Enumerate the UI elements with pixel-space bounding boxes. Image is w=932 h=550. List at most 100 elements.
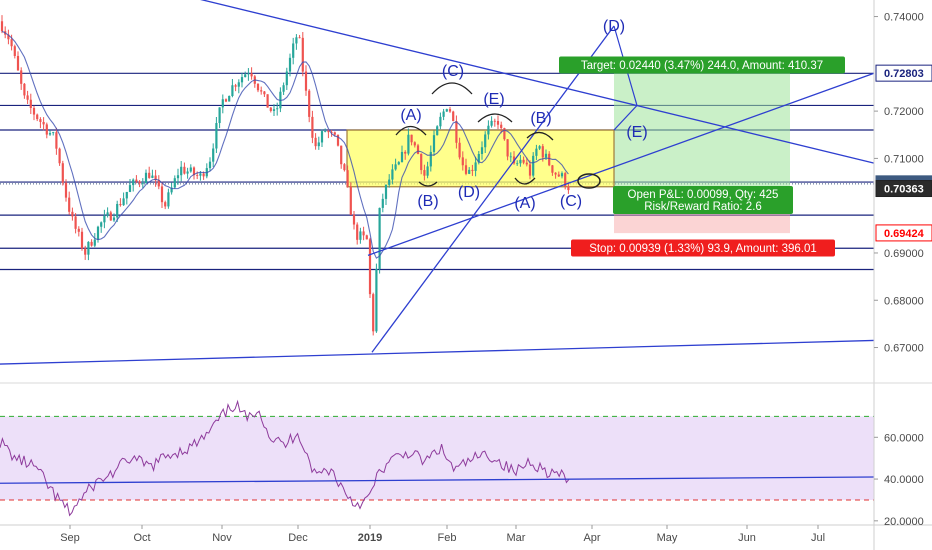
candle-body <box>320 131 324 143</box>
wave-arc <box>395 125 427 136</box>
price-tick-label: 0.68000 <box>884 295 924 307</box>
candle-body <box>378 207 381 269</box>
candle-body <box>228 96 231 102</box>
candle-body <box>324 131 327 132</box>
candle-body <box>148 172 151 178</box>
candle-body <box>260 90 263 92</box>
candle-body <box>346 170 349 187</box>
candle-body <box>308 90 311 117</box>
candle-body <box>384 184 388 199</box>
candle-body <box>349 186 352 215</box>
candle-body <box>160 186 164 203</box>
consolidation-rectangle[interactable] <box>346 129 615 188</box>
open-pl-label-text: Risk/Reward Ratio: 2.6 <box>644 201 762 213</box>
candle-body <box>327 131 330 133</box>
candle-body <box>234 85 237 87</box>
candle-body <box>276 108 279 110</box>
rsi-tick-label: 60.0000 <box>884 432 924 444</box>
wave-arc <box>477 113 513 123</box>
candle-body <box>45 124 48 135</box>
candle-body <box>535 148 538 156</box>
candle-body <box>407 134 410 154</box>
time-tick-label: Apr <box>583 532 600 544</box>
price-label-bg <box>875 64 932 82</box>
rsi-axis[interactable]: 60.0000 40.0000 20.0000 <box>874 432 924 528</box>
candle-body <box>266 94 269 108</box>
triangle-rectangle[interactable] <box>346 129 615 188</box>
candle-body <box>192 167 196 176</box>
candle-body <box>13 46 16 56</box>
time-tick-label: 2019 <box>358 532 382 544</box>
candle-body <box>525 162 528 165</box>
candle-body <box>106 212 109 216</box>
candle-body <box>189 167 192 172</box>
price-axis[interactable]: 0.74000 0.72000 0.71000 0.69000 0.68000 0.670… <box>874 12 932 355</box>
rsi-tick-label: 40.0000 <box>884 474 924 486</box>
candle-body <box>554 172 557 175</box>
candle-body <box>90 241 93 246</box>
candle-body <box>496 120 500 125</box>
candle-body <box>490 120 493 126</box>
candle-body <box>477 154 480 163</box>
candle-body <box>368 239 372 295</box>
candle-body <box>410 134 413 143</box>
price-tick-label: 0.69000 <box>884 248 924 260</box>
price-label-text: 0.72803 <box>884 68 924 80</box>
candle-body <box>356 224 359 240</box>
candle-body <box>362 231 365 236</box>
candle-body <box>468 169 471 174</box>
candle-body <box>16 55 20 71</box>
candle-body <box>311 116 314 138</box>
candle-body <box>80 231 84 249</box>
price-label[interactable]: 0.70363 <box>875 180 932 198</box>
profit-zone[interactable] <box>614 73 790 190</box>
candle-body <box>461 157 464 166</box>
trendline[interactable] <box>371 25 615 353</box>
candle-body <box>29 99 32 109</box>
trendlines[interactable] <box>0 0 875 365</box>
candle-body <box>423 170 426 176</box>
candles <box>0 15 570 336</box>
candle-body <box>509 156 512 158</box>
candle-body <box>26 95 29 100</box>
wave-label: (B) <box>417 193 438 210</box>
candle-body <box>400 151 404 163</box>
candle-body <box>84 248 87 255</box>
price-label[interactable]: 0.69424 <box>875 224 932 242</box>
time-tick-label: Nov <box>212 532 232 544</box>
wave-annotations[interactable]: (A) (B) (C) (D) (E) (A) (B) (C) (D) (E) <box>395 18 648 212</box>
candle-body <box>10 39 13 47</box>
candle-body <box>244 74 247 78</box>
candle-body <box>87 241 90 255</box>
time-axis[interactable]: Sep Oct Nov Dec 2019 Feb Mar Apr May Jun Jul <box>60 525 825 544</box>
time-tick-label: Dec <box>288 532 308 544</box>
position-boxes[interactable]: Target: 0.02440 (3.47%) 244.0, Amount: 4… <box>559 56 845 257</box>
candle-body <box>20 70 23 84</box>
candle-body <box>157 180 160 187</box>
candle-body <box>58 148 61 164</box>
price-label[interactable]: 0.72803 <box>875 64 932 82</box>
trendline[interactable] <box>367 72 875 256</box>
trendline[interactable] <box>0 339 875 365</box>
price-tick-label: 0.74000 <box>884 12 924 24</box>
candle-body <box>445 109 448 112</box>
trendline[interactable] <box>125 0 875 164</box>
candle-body <box>301 37 304 72</box>
price-label-text: 0.69424 <box>884 228 925 240</box>
projected-wave-path[interactable] <box>613 25 638 131</box>
candle-body <box>128 185 132 192</box>
candle-body <box>263 91 266 95</box>
candle-body <box>541 146 544 158</box>
candle-body <box>557 174 560 177</box>
wave-label: (C) <box>442 63 464 80</box>
candle-body <box>564 173 567 187</box>
candle-body <box>7 34 10 40</box>
candle-body <box>480 147 484 155</box>
candle-body <box>484 134 487 148</box>
stop-label[interactable]: Stop: 0.00939 (1.33%) 93.9, Amount: 396.… <box>571 239 835 257</box>
wave-label: (A) <box>514 195 535 212</box>
candle-body <box>333 132 336 135</box>
target-label[interactable]: Target: 0.02440 (3.47%) 244.0, Amount: 4… <box>559 56 845 74</box>
